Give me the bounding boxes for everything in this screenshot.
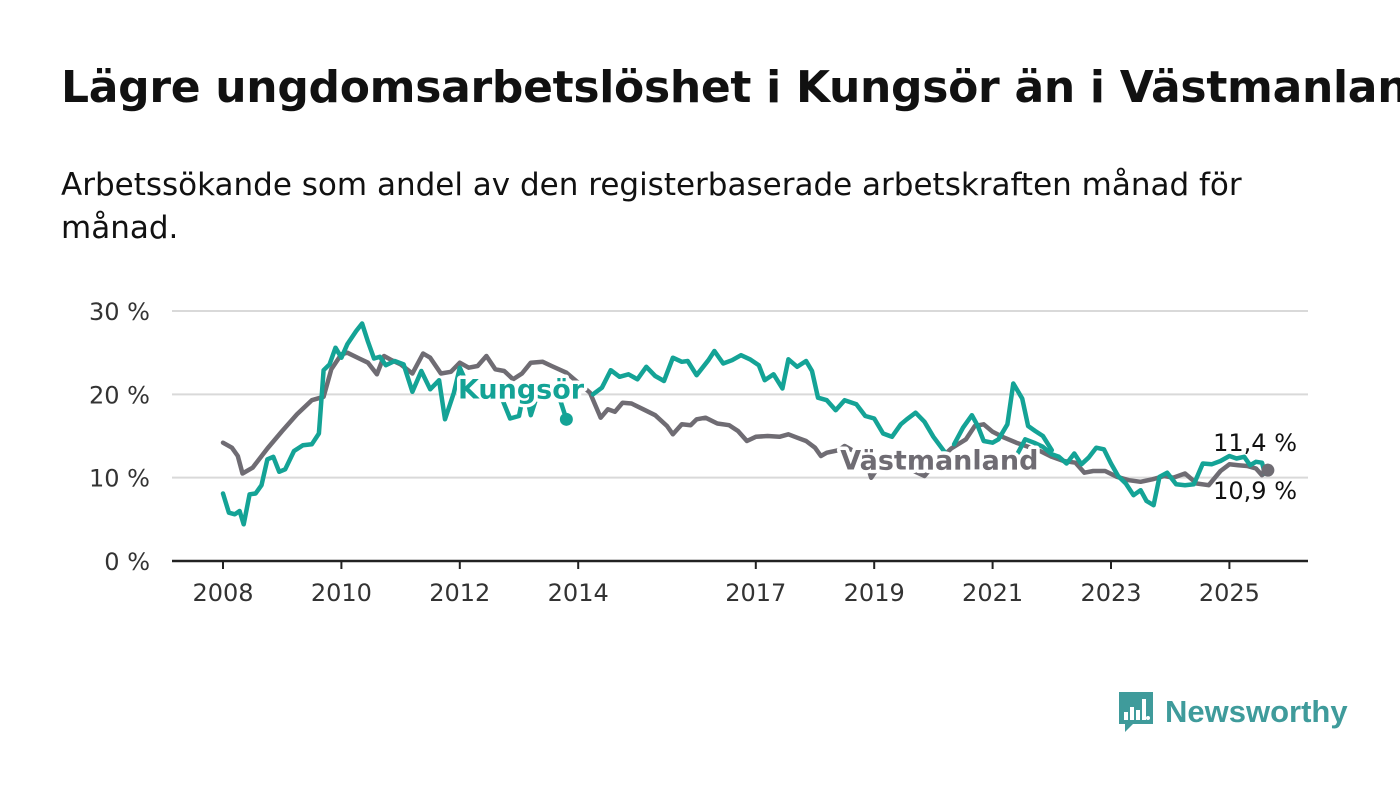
- brand-name: Newsworthy: [1165, 694, 1348, 729]
- label-layer: Kungsör Västmanland 10,9 % 11,4 %: [454, 371, 1297, 505]
- bar-chart-speech-bubble-icon: [1119, 692, 1153, 732]
- y-tick-label: 20 %: [89, 381, 150, 409]
- chart-title: Lägre ungdomsarbetslöshet i Kungsör än i…: [61, 62, 1400, 113]
- series-layer: [220, 321, 1271, 527]
- grid-layer: 0 % 10 % 20 % 30 % 2008 2010 2012 2014 2017 2019 2…: [89, 298, 1308, 607]
- x-tick-label: 2008: [192, 579, 253, 607]
- series-line-kungsör-2: [590, 348, 948, 455]
- y-tick-label: 30 %: [89, 298, 150, 326]
- x-tick-label: 2010: [311, 579, 372, 607]
- series-label-kungsör: Kungsör: [458, 375, 585, 406]
- x-tick-label: 2021: [962, 579, 1023, 607]
- y-tick-label: 0 %: [104, 548, 150, 576]
- series-label-västmanland: Västmanland: [840, 445, 1038, 476]
- series-line-kungsör-3: [951, 381, 1055, 453]
- x-tick-label: 2023: [1080, 579, 1141, 607]
- newsworthy-logo: Newsworthy: [1117, 690, 1348, 734]
- chart-subtitle: Arbetssökande som andel av den registerb…: [61, 167, 1242, 246]
- x-tick-label: 2025: [1199, 579, 1260, 607]
- x-tick-label: 2012: [429, 579, 490, 607]
- end-value-label-kungsör: 11,4 %: [1213, 429, 1297, 457]
- series-line-kungsör-1: [220, 321, 569, 527]
- y-tick-label: 10 %: [89, 465, 150, 493]
- x-tick-label: 2019: [844, 579, 905, 607]
- end-point-kungsör: [559, 412, 573, 426]
- series-line-kungsör-4: [1014, 437, 1271, 508]
- x-tick-label: 2017: [725, 579, 786, 607]
- end-value-label-västmanland: 10,9 %: [1213, 477, 1297, 505]
- end-point-västmanland: [1261, 463, 1275, 477]
- x-tick-label: 2014: [548, 579, 609, 607]
